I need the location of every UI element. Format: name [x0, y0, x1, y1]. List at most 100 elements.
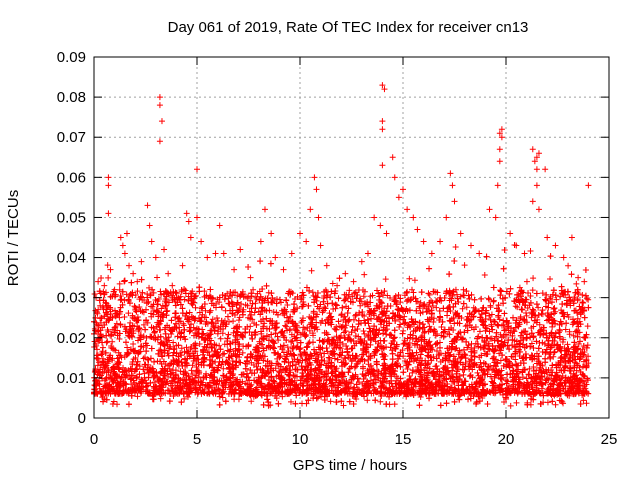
data-point — [205, 348, 212, 355]
data-point — [424, 369, 431, 376]
data-point — [432, 332, 439, 339]
data-point — [242, 301, 249, 308]
data-point — [460, 286, 467, 293]
data-point — [542, 296, 549, 303]
data-point — [294, 305, 301, 312]
data-point — [253, 322, 260, 329]
data-point — [219, 330, 226, 337]
data-point — [312, 355, 319, 362]
data-point — [285, 359, 292, 366]
data-point — [333, 398, 340, 405]
data-point — [132, 354, 139, 361]
data-point — [367, 328, 374, 335]
data-point — [343, 360, 350, 367]
data-point — [326, 355, 333, 362]
data-point — [486, 296, 493, 303]
data-point — [329, 280, 336, 287]
data-point — [559, 372, 566, 379]
data-point — [274, 333, 281, 340]
data-point — [299, 289, 306, 296]
data-point — [335, 318, 342, 325]
data-point — [551, 334, 558, 341]
data-point — [151, 373, 158, 380]
data-point — [133, 375, 140, 382]
data-point — [483, 307, 490, 314]
data-point — [206, 352, 213, 359]
data-point — [308, 267, 315, 274]
data-point — [250, 362, 257, 369]
data-point — [409, 387, 416, 394]
data-point — [350, 400, 357, 407]
data-point — [497, 357, 504, 364]
data-point — [158, 305, 165, 312]
data-point — [306, 327, 313, 334]
data-point — [250, 286, 257, 293]
data-point — [134, 288, 141, 295]
data-point — [527, 293, 534, 300]
data-point — [430, 319, 437, 326]
data-point — [564, 341, 571, 348]
data-point — [556, 327, 563, 334]
data-point — [580, 342, 587, 349]
data-point — [499, 374, 506, 381]
data-point — [178, 345, 185, 352]
data-point — [279, 310, 286, 317]
data-point — [192, 304, 199, 311]
data-point — [416, 319, 423, 326]
data-point — [451, 320, 458, 327]
data-point — [251, 309, 258, 316]
data-point — [147, 292, 154, 299]
data-point — [490, 284, 497, 291]
data-point — [528, 314, 535, 321]
data-point — [429, 303, 436, 310]
data-point — [567, 365, 574, 372]
data-point — [573, 367, 580, 374]
data-point — [276, 354, 283, 361]
data-point — [544, 399, 551, 406]
data-point — [181, 395, 188, 402]
data-point — [522, 328, 529, 335]
data-point — [529, 287, 536, 294]
data-point — [276, 369, 283, 376]
data-point — [523, 278, 530, 285]
data-point — [227, 368, 234, 375]
data-point — [137, 343, 144, 350]
data-point — [406, 344, 413, 351]
data-point — [143, 334, 150, 341]
data-point — [431, 328, 438, 335]
data-point — [124, 344, 131, 351]
data-point — [260, 347, 267, 354]
data-point — [231, 325, 238, 332]
data-point — [353, 311, 360, 318]
data-point — [109, 400, 116, 407]
data-point — [349, 293, 356, 300]
data-point — [105, 274, 112, 281]
data-point — [542, 349, 549, 356]
data-point — [547, 253, 554, 260]
data-point — [330, 305, 337, 312]
data-point — [530, 275, 537, 282]
data-point — [584, 342, 591, 349]
data-point — [201, 301, 208, 308]
data-point — [177, 334, 184, 341]
data-point — [247, 315, 254, 322]
data-point — [538, 310, 545, 317]
data-point — [168, 382, 175, 389]
data-point — [238, 300, 245, 307]
data-point — [125, 401, 132, 408]
data-point — [506, 363, 513, 370]
data-point — [116, 286, 123, 293]
data-point — [362, 384, 369, 391]
data-point — [580, 372, 587, 379]
data-point — [579, 291, 586, 298]
data-point — [585, 353, 592, 360]
data-point — [473, 380, 480, 387]
data-point — [218, 304, 225, 311]
data-point — [187, 290, 194, 297]
data-point — [455, 351, 462, 358]
data-point — [339, 304, 346, 311]
data-point — [476, 328, 483, 335]
data-point — [207, 307, 214, 314]
data-point — [436, 339, 443, 346]
data-point — [148, 310, 155, 317]
